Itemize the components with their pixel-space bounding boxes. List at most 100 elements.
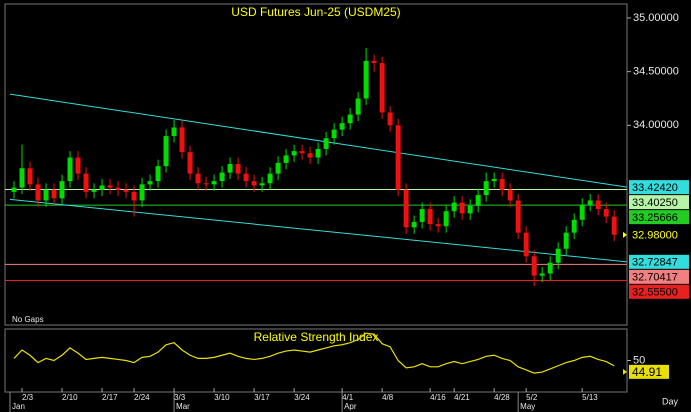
x-tick-label: 3/17: [254, 393, 270, 402]
candle-body: [27, 168, 33, 185]
candle-body: [395, 125, 401, 190]
candle-body: [595, 200, 601, 210]
price-label: 32.55500: [632, 287, 678, 299]
price-label-box: [629, 195, 689, 210]
candle-body: [155, 166, 161, 182]
candle-body: [283, 155, 289, 163]
candle-body: [371, 60, 377, 64]
x-tick-label: 3/24: [294, 393, 310, 402]
candle-body: [323, 138, 329, 149]
candle-body: [491, 178, 497, 182]
chart-title: USD Futures Jun-25 (USDM25): [231, 5, 400, 19]
candle-body: [587, 200, 593, 205]
y-tick-label: 34.50000: [633, 66, 679, 78]
rsi-value-box: [629, 364, 669, 379]
candle-body: [187, 152, 193, 174]
candle-body: [539, 273, 545, 276]
candle-body: [107, 185, 113, 188]
candle-body: [571, 219, 577, 233]
candle-body: [315, 148, 321, 158]
x-tick-label: 4/16: [430, 393, 446, 402]
candle-body: [531, 256, 537, 276]
candle-body: [427, 209, 433, 225]
candle-body: [259, 183, 265, 186]
candle-body: [67, 157, 73, 182]
x-tick-label: 2/3: [22, 393, 34, 402]
candle-body: [59, 181, 65, 199]
price-label: 32.70417: [632, 272, 678, 284]
x-tick-label: 2/24: [134, 393, 150, 402]
candle-body: [211, 181, 217, 185]
x-tick-label: 5/2: [526, 393, 538, 402]
x-tick-label: 4/1: [342, 393, 354, 402]
candle-body: [139, 184, 145, 201]
x-tick-label: 2/10: [62, 393, 78, 402]
candle-body: [451, 202, 457, 212]
candle-body: [251, 181, 257, 186]
candle-body: [83, 173, 89, 192]
candle-body: [91, 189, 97, 192]
price-label-box: [629, 227, 689, 242]
y-tick-label: 50: [633, 354, 645, 366]
candle-body: [499, 178, 505, 190]
candle-body: [291, 151, 297, 156]
candle-body: [243, 173, 249, 182]
price-label: 33.25666: [632, 212, 678, 224]
candle-body: [363, 60, 369, 99]
candle-body: [355, 98, 361, 115]
price-label-box: [629, 210, 689, 225]
x-tick-label: 4/28: [494, 393, 510, 402]
candle-body: [235, 163, 241, 174]
candle-body: [131, 191, 137, 201]
candle-body: [227, 163, 233, 173]
candle-body: [563, 232, 569, 249]
price-label-box: [629, 269, 689, 284]
price-label-box: [629, 284, 689, 299]
candle-body: [403, 189, 409, 228]
candle-body: [99, 185, 105, 190]
candle-body: [219, 172, 225, 182]
x-tick-label: 2/17: [102, 393, 118, 402]
price-panel: [4, 3, 628, 326]
candle-body: [555, 248, 561, 263]
x-tick-label: 3/3: [174, 393, 186, 402]
month-label: Apr: [344, 402, 357, 411]
last-price-arrow: [623, 231, 627, 238]
candle-body: [523, 232, 529, 257]
rsi-arrow: [623, 368, 627, 375]
candle-body: [507, 189, 513, 201]
candle-body: [379, 63, 385, 113]
candle-body: [195, 173, 201, 184]
candle-body: [147, 181, 153, 185]
x-axis-label: Day: [662, 396, 679, 406]
candle-body: [419, 209, 425, 222]
candle-body: [443, 211, 449, 227]
candle-body: [275, 162, 281, 174]
y-tick-label: 34.00000: [633, 119, 679, 131]
price-label: 32.72847: [632, 257, 678, 269]
candle-body: [75, 157, 81, 174]
price-label-box: [629, 254, 689, 269]
candle-body: [411, 221, 417, 228]
candle-body: [387, 112, 393, 126]
candle-body: [579, 204, 585, 220]
x-tick-label: 3/10: [214, 393, 230, 402]
price-label: 32.98000: [632, 230, 678, 242]
note: No Gaps: [12, 315, 44, 324]
y-tick-label: 35.00000: [633, 12, 679, 24]
candle-body: [267, 173, 273, 184]
candle-body: [459, 202, 465, 214]
candle-body: [171, 127, 177, 137]
candle-body: [163, 136, 169, 167]
trend-line: [9, 93, 628, 188]
price-label: 33.42420: [632, 182, 678, 194]
price-label-box: [629, 180, 689, 195]
x-tick-label: 4/21: [454, 393, 470, 402]
candle-body: [179, 127, 185, 153]
candle-body: [515, 200, 521, 233]
rsi-title: Relative Strength Index: [254, 330, 379, 344]
candle-body: [307, 153, 313, 158]
month-label: May: [520, 402, 535, 411]
